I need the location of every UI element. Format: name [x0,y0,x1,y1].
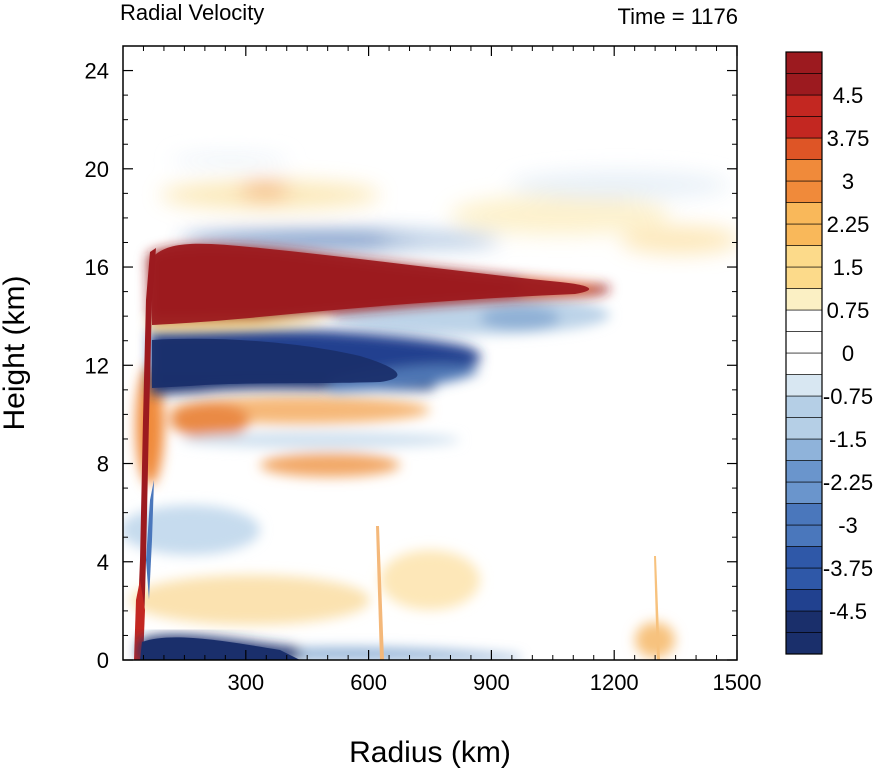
upper-negative-band-tail [380,234,500,246]
boundary-layer-inflow-crisp [140,637,300,660]
top-negative-patch [170,154,290,166]
colorbar-label: -1.5 [829,427,867,452]
colorbar-label: -3.75 [823,556,873,581]
x-tick-label: 1500 [713,670,762,695]
colorbar-box [785,567,823,590]
upper-positive-patch-3 [620,226,737,254]
colorbar-box [785,503,823,526]
colorbar-box [785,352,823,375]
colorbar-box [785,245,823,268]
colorbar-box [785,309,823,332]
chart-title: Radial Velocity [120,0,265,25]
axes: 300 600 900 1200 1500 0 4 8 12 16 20 24 [85,46,762,695]
midupper-negative-core [480,306,560,330]
colorbar-box [785,223,823,246]
y-tick-label: 24 [85,59,109,84]
mid-positive-band-2 [260,453,400,477]
low-positive-spot [635,622,675,658]
colorbar-box [785,159,823,182]
colorbar-box [785,331,823,354]
y-tick-label: 12 [85,353,109,378]
mid-positive-core [170,402,250,438]
eyewall-outflow-strip [136,248,156,660]
colorbar-box [785,417,823,440]
colorbar-box [785,632,823,655]
colorbar-box [785,374,823,397]
mid-negative-band [180,432,460,448]
colorbar-label: 2.25 [827,212,870,237]
colorbar-box [785,94,823,117]
colorbar-box [785,51,823,74]
colorbar-box [785,524,823,547]
colorbar-frame [785,51,823,655]
inflow-crisp [152,338,398,388]
colorbar-box [785,180,823,203]
colorbar-box [785,137,823,160]
colorbar-box [785,438,823,461]
low-positive-patch [130,575,370,625]
colorbar-label: 0.75 [827,298,870,323]
colorbar-label: 0 [842,341,854,366]
colorbar-box [785,481,823,504]
colorbar-label: 3.75 [827,126,870,151]
colorbar-box [785,266,823,289]
colorbar-label: 3 [842,169,854,194]
upper-negative-patch [510,171,730,199]
eyewall-inflow-strip [146,480,154,600]
y-axis-label: Height (km) [0,275,31,430]
colorbar: 4.5 3.75 3 2.25 1.5 0.75 0 -0.75 -1.5 -2.25 -3 -3.7… [785,51,873,655]
x-tick-label: 300 [227,670,264,695]
colorbar-label: 1.5 [833,255,864,280]
upper-positive-core [240,180,290,200]
colorbar-box [785,288,823,311]
outflow-lower-edge [148,320,330,332]
upper-positive-patch-2 [450,195,670,235]
colorbar-box [785,202,823,225]
inflow-tail [330,364,480,392]
y-tick-label: 4 [97,550,109,575]
x-tick-label: 600 [350,670,387,695]
colorbar-label: -2.25 [823,470,873,495]
outflow-jet-crisp [152,243,590,325]
colorbar-box [785,116,823,139]
colorbar-label: -0.75 [823,384,873,409]
x-tick-label: 900 [473,670,510,695]
boundary-layer-inflow-tail [300,647,520,660]
vertical-feature-600km [376,526,384,660]
contour-field [123,154,737,660]
time-label: Time = 1176 [617,4,738,29]
y-tick-label: 8 [97,452,109,477]
colorbar-label: 4.5 [833,83,864,108]
colorbar-label: -3 [838,513,858,538]
vertical-feature-1300km [654,556,660,660]
low-positive-patch-2 [380,550,480,610]
x-tick-label: 1200 [590,670,639,695]
x-axis-label: Radius (km) [349,736,511,769]
colorbar-box [785,546,823,569]
colorbar-box [785,73,823,96]
y-tick-label: 0 [97,648,109,673]
colorbar-box [785,589,823,612]
colorbar-box [785,610,823,633]
low-negative-patch [123,505,260,555]
colorbar-label: -4.5 [829,599,867,624]
colorbar-box [785,395,823,418]
colorbar-box [785,460,823,483]
y-tick-label: 16 [85,255,109,280]
y-tick-label: 20 [85,157,109,182]
